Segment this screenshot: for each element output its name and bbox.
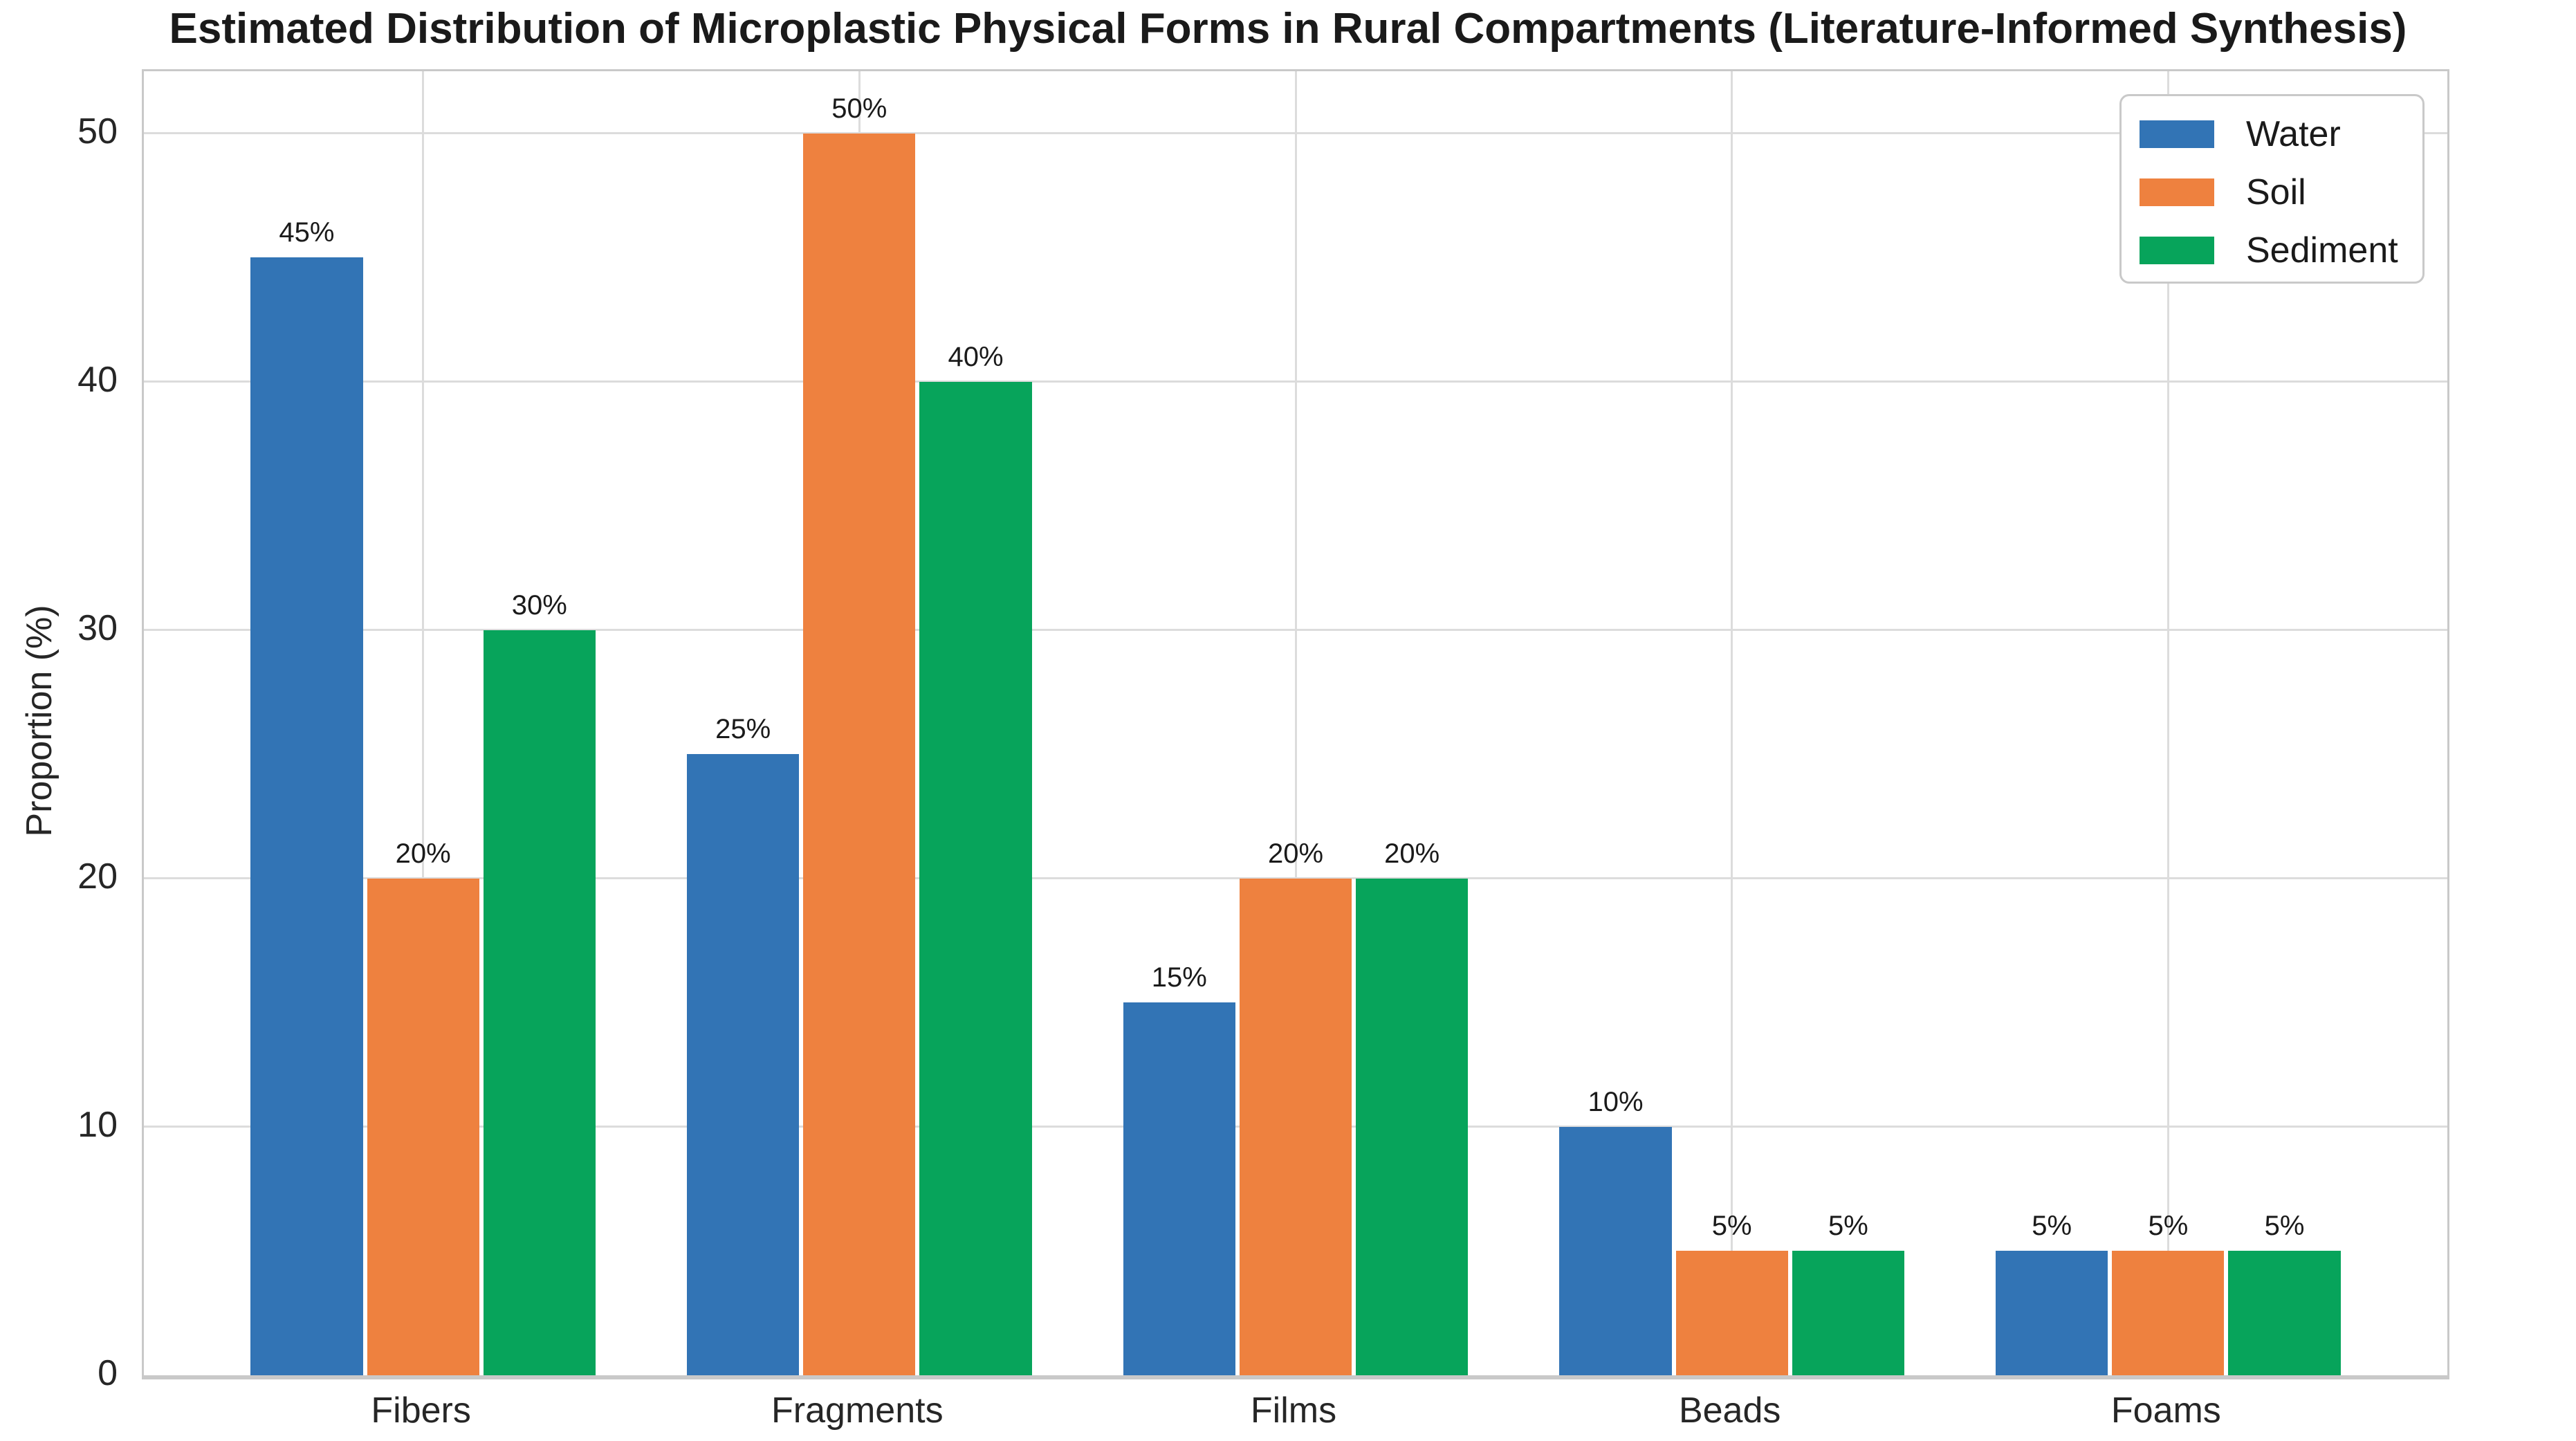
legend-item-label: Water bbox=[2246, 114, 2341, 154]
bar-value-label: 40% bbox=[948, 341, 1004, 372]
bar-soil-foams bbox=[2112, 1251, 2225, 1375]
x-tick-label: Foams bbox=[2110, 1390, 2221, 1431]
bar-value-label: 50% bbox=[831, 93, 887, 124]
bar-water-fibers bbox=[250, 257, 363, 1375]
bar-sediment-films bbox=[1356, 878, 1469, 1375]
bar-water-foams bbox=[1996, 1251, 2108, 1375]
legend-item-water: Water bbox=[2140, 113, 2422, 156]
bar-water-fragments bbox=[687, 754, 800, 1375]
bar-value-label: 25% bbox=[715, 714, 771, 745]
x-gridline bbox=[422, 71, 425, 1375]
plot-area: 45% 25% 15% 10% 5% 20% 50% 20% 5% 5% 30% 40% 20% 5% 5% bbox=[142, 69, 2449, 1379]
y-tick-label: 0 bbox=[98, 1353, 118, 1393]
bar-value-label: 20% bbox=[1267, 838, 1324, 869]
bar-soil-films bbox=[1239, 878, 1352, 1375]
bar-soil-beads bbox=[1675, 1251, 1788, 1375]
y-tick-label: 10 bbox=[77, 1104, 118, 1145]
y-tick-label: 40 bbox=[77, 359, 118, 400]
legend-item-label: Soil bbox=[2246, 172, 2306, 212]
bar-value-label: 5% bbox=[2148, 1211, 2189, 1242]
bar-value-label: 5% bbox=[2032, 1211, 2072, 1242]
bar-water-films bbox=[1123, 1002, 1235, 1375]
bar-value-label: 20% bbox=[395, 838, 451, 869]
bar-value-label: 45% bbox=[279, 217, 335, 248]
bar-value-label: 20% bbox=[1384, 838, 1440, 869]
x-tick-label: Films bbox=[1250, 1390, 1337, 1431]
bar-sediment-fibers bbox=[483, 630, 596, 1375]
bar-value-label: 30% bbox=[511, 589, 567, 621]
bar-value-label: 15% bbox=[1151, 962, 1207, 993]
y-tick-label: 20 bbox=[77, 856, 118, 897]
bar-sediment-beads bbox=[1792, 1251, 1904, 1375]
legend-swatch-soil bbox=[2140, 178, 2214, 206]
bar-value-label: 5% bbox=[1828, 1211, 1868, 1242]
bar-water-beads bbox=[1559, 1126, 1672, 1375]
x-gridline bbox=[2166, 71, 2169, 1375]
legend-swatch-sediment bbox=[2140, 237, 2214, 264]
chart-title: Estimated Distribution of Microplastic P… bbox=[169, 5, 2407, 53]
legend-swatch-water bbox=[2140, 120, 2214, 148]
y-tick-label: 50 bbox=[77, 111, 118, 152]
legend-item-sediment: Sediment bbox=[2140, 229, 2422, 272]
x-gridline bbox=[1731, 71, 1733, 1375]
bar-value-label: 5% bbox=[1711, 1211, 1752, 1242]
bar-sediment-fragments bbox=[919, 381, 1032, 1375]
x-gridline bbox=[1294, 71, 1297, 1375]
bar-soil-fibers bbox=[367, 878, 479, 1375]
x-tick-label: Fibers bbox=[371, 1390, 471, 1431]
bar-value-label: 10% bbox=[1588, 1086, 1644, 1117]
bar-sediment-foams bbox=[2228, 1251, 2341, 1375]
bar-soil-fragments bbox=[803, 133, 916, 1375]
bar-value-label: 5% bbox=[2264, 1211, 2305, 1242]
legend-item-label: Sediment bbox=[2246, 230, 2398, 270]
x-tick-label: Fragments bbox=[771, 1390, 944, 1431]
x-tick-label: Beads bbox=[1678, 1390, 1781, 1431]
legend: Water Soil Sediment bbox=[2119, 94, 2425, 284]
y-tick-label: 30 bbox=[77, 607, 118, 648]
legend-item-soil: Soil bbox=[2140, 171, 2422, 214]
